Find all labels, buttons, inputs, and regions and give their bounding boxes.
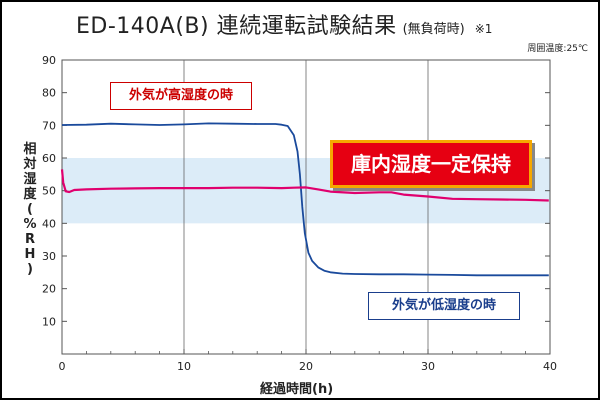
series-line-1 [61, 122, 549, 277]
series-line-2 [60, 169, 549, 202]
x-axis-label: 経過時間(h) [260, 382, 334, 397]
y-axis-label-char: 相 [23, 142, 37, 157]
y-axis-label-char: ) [27, 262, 33, 277]
y-axis-label-char: 度 [23, 187, 37, 202]
y-tick-label: 40 [42, 217, 56, 230]
y-axis-label-char: % [23, 217, 37, 232]
annotation-high-humidity: 外気が高湿度の時 [110, 82, 252, 110]
y-tick-label: 30 [42, 250, 56, 263]
y-axis-label: 相対湿度(% R H) [22, 142, 38, 277]
chart-title: ED-140A(B) 連続運転試験結果 [76, 14, 397, 39]
annotation-low-humidity: 外気が低湿度の時 [368, 292, 520, 320]
x-tick-label: 40 [543, 360, 557, 373]
footnote-mark: ※1 [474, 22, 493, 36]
y-tick-label: 60 [42, 152, 56, 165]
x-tick-label: 10 [177, 360, 191, 373]
y-axis-label-char: 湿 [23, 172, 37, 187]
chart-subtitle: (無負荷時) [402, 22, 465, 37]
y-tick-label: 10 [42, 315, 56, 328]
y-tick-label: 70 [42, 119, 56, 132]
y-axis-label-char: ( [27, 202, 33, 217]
x-tick-label: 20 [299, 360, 313, 373]
y-axis-label-char: H [24, 247, 36, 262]
y-tick-label: 90 [42, 54, 56, 67]
chart-title-row: ED-140A(B) 連続運転試験結果 (無負荷時) ※1 [76, 8, 493, 39]
x-tick-label: 30 [421, 360, 435, 373]
y-axis-label-char: R [24, 232, 35, 247]
ambient-temperature-note: 周囲温度:25℃ [527, 44, 588, 54]
y-axis-label-char: 対 [23, 157, 37, 172]
y-tick-label: 50 [42, 185, 56, 198]
annotation-constant-humidity: 庫内湿度一定保持 [330, 140, 532, 188]
y-tick-label: 80 [42, 87, 56, 100]
y-tick-label: 20 [42, 283, 56, 296]
x-tick-label: 0 [59, 360, 66, 373]
